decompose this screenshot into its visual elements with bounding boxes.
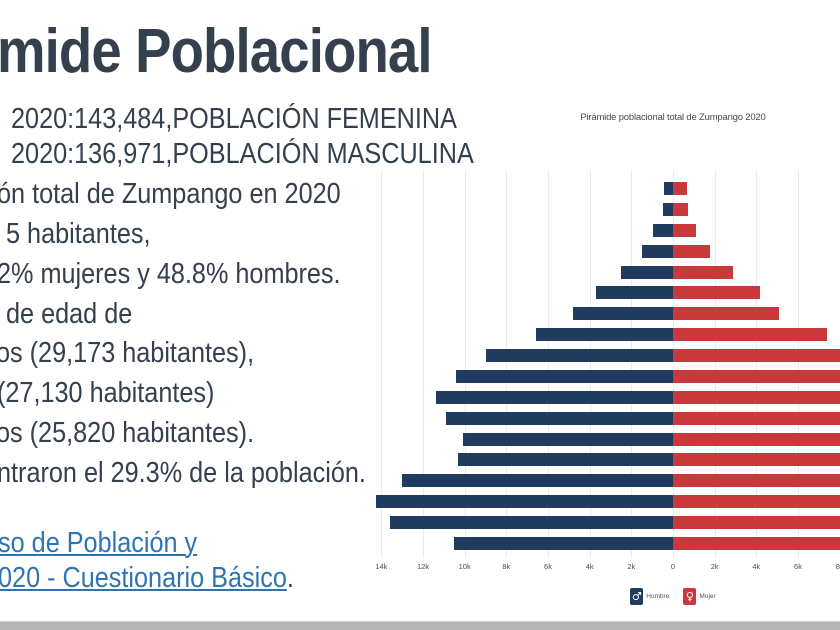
axis-tick-label: 8k: [502, 562, 511, 571]
pyramid-bar-male: [535, 328, 673, 342]
pyramid-bar-female: [673, 432, 840, 446]
gridline: [797, 170, 799, 558]
pyramid-bar-female: [673, 182, 687, 195]
pyramid-bar-female: [673, 474, 840, 488]
pyramid-bar-female: [673, 286, 761, 300]
census-link-line-2: 020 - Cuestionario Básico.: [0, 562, 338, 595]
pyramid-bar-female: [673, 369, 840, 383]
body-line: de edad de: [6, 298, 133, 330]
body-line: os (25,820 habitantes).: [0, 417, 255, 449]
pyramid-bar-male: [454, 536, 673, 550]
axis-tick-label: 6k: [544, 562, 552, 571]
pyramid-bar-male: [652, 223, 673, 237]
pyramid-bar-female: [673, 328, 828, 342]
pyramid-bar-female: [673, 349, 840, 363]
pyramid-bar-female: [673, 202, 688, 216]
axis-tick-label: 6k: [794, 562, 802, 571]
stat-line-masculina: 2020:136,971,POBLACIÓN MASCULINA: [11, 138, 474, 170]
body-line: 5 habitantes,: [6, 218, 151, 250]
chart-title: Pirámide poblacional total de Zumpango 2…: [580, 112, 766, 123]
axis-tick-label: 2k: [710, 562, 719, 571]
axis-tick-label: 4k: [752, 562, 761, 571]
legend-item-mujer: ♀ Mujer: [683, 588, 716, 605]
pyramid-bar-male: [445, 411, 673, 425]
axis-tick-label: 12k: [416, 562, 430, 571]
body-line: 2% mujeres y 48.8% hombres.: [0, 258, 341, 290]
pyramid-bar-male: [435, 390, 673, 404]
axis-tick-label: 10k: [458, 562, 471, 571]
legend-item-hombre: ♂ Hombre: [630, 588, 669, 605]
female-symbol-icon: ♀: [683, 588, 697, 605]
axis-tick-label: 0: [670, 562, 676, 571]
pyramid-bar-female: [673, 223, 696, 237]
pyramid-bar-female: [673, 390, 840, 404]
chart-legend: ♂ Hombre ♀ Mujer: [376, 588, 840, 605]
pyramid-bar-male: [595, 286, 673, 300]
axis-tick-label: 8k: [835, 562, 840, 571]
pyramid-bar-female: [673, 516, 840, 530]
bottom-edge-bar: [0, 621, 840, 630]
gridline: [506, 170, 508, 558]
stat-line-femenina: 2020:143,484,POBLACIÓN FEMENINA: [11, 103, 457, 135]
gridline: [464, 170, 466, 558]
pyramid-bar-male: [456, 369, 673, 383]
pyramid-bar-male: [402, 474, 673, 488]
pyramid-bar-male: [389, 516, 673, 530]
gridline: [756, 170, 758, 558]
population-pyramid-chart: Pirámide poblacional total de Zumpango 2…: [376, 100, 840, 630]
axis-tick-label: 4k: [585, 562, 594, 571]
pyramid-bar-female: [673, 244, 711, 258]
gridline: [714, 170, 716, 558]
gridline: [631, 170, 633, 558]
gridline: [548, 170, 549, 558]
pyramid-bar-male: [573, 307, 673, 321]
pyramid-bar-female: [673, 453, 840, 467]
census-link[interactable]: so de Población y: [0, 527, 198, 559]
pyramid-bar-female: [673, 536, 840, 550]
gridline: [381, 170, 383, 558]
gridline: [673, 170, 674, 558]
gridline: [589, 170, 591, 558]
body-line: (27,130 habitantes): [0, 377, 215, 409]
pyramid-bar-male: [458, 453, 673, 467]
body-line: ón total de Zumpango en 2020: [0, 178, 341, 210]
slide-title: mide Poblacional: [0, 16, 491, 87]
gridline: [423, 170, 424, 558]
pyramid-bar-female: [673, 495, 840, 509]
pyramid-bar-male: [620, 265, 673, 279]
census-link-line-1: so de Población y: [0, 527, 227, 560]
plot-area: 14k 12k 10k 8k 6k 4k 2k 0 2k 4k 6k 8k: [376, 100, 840, 630]
male-symbol-icon: ♂: [630, 588, 644, 605]
axis-tick-label: 14k: [376, 562, 388, 571]
slide-title-text: mide Poblacional: [0, 17, 433, 86]
pyramid-bar-male: [663, 182, 673, 195]
pyramid-bar-female: [673, 411, 840, 425]
pyramid-bar-male: [462, 432, 673, 446]
body-line: ntraron el 29.3% de la población.: [0, 457, 366, 489]
pyramid-bar-male: [662, 202, 673, 216]
pyramid-bar-male: [485, 349, 673, 363]
pyramid-bar-male: [376, 495, 673, 509]
census-link[interactable]: 020 - Cuestionario Básico: [0, 562, 287, 594]
pyramid-bar-female: [673, 307, 780, 321]
axis-tick-label: 2k: [627, 562, 636, 571]
link-period: .: [286, 562, 294, 594]
body-line: os (29,173 habitantes),: [0, 337, 255, 369]
legend-label: Hombre: [646, 593, 670, 600]
pyramid-bar-male: [641, 244, 673, 258]
pyramid-bar-female: [673, 265, 734, 279]
legend-label: Mujer: [699, 593, 716, 600]
